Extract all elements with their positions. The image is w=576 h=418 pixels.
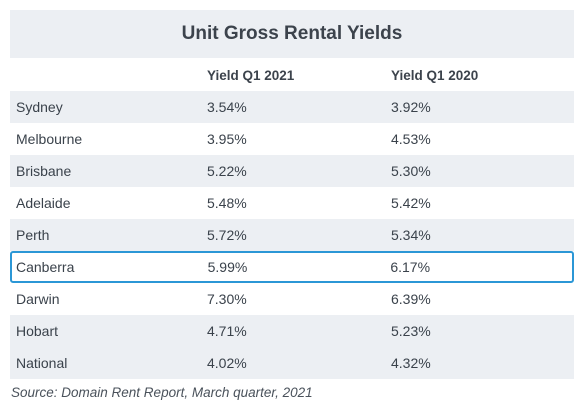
- city-cell: National: [16, 355, 68, 371]
- yield-2021-cell: 7.30%: [207, 291, 247, 307]
- yield-2020-cell: 5.30%: [391, 163, 431, 179]
- city-cell: Melbourne: [16, 131, 83, 147]
- yield-2021-cell: 4.71%: [207, 323, 247, 339]
- yield-2020-cell: 5.34%: [391, 227, 431, 243]
- table-row-perth: Perth 5.72% 5.34%: [10, 219, 574, 251]
- table-header-row: Yield Q1 2021 Yield Q1 2020: [10, 59, 574, 91]
- yield-2021-cell: 3.54%: [207, 99, 247, 115]
- yield-2021-cell: 5.72%: [207, 227, 247, 243]
- yield-2020-cell: 5.23%: [391, 323, 431, 339]
- yield-2020-cell: 6.39%: [391, 291, 431, 307]
- city-cell: Hobart: [16, 323, 59, 339]
- city-cell: Canberra: [16, 259, 75, 275]
- table-title: Unit Gross Rental Yields: [10, 10, 574, 58]
- city-cell: Sydney: [16, 99, 63, 115]
- yield-2020-cell: 6.17%: [390, 259, 431, 275]
- table-row-melbourne: Melbourne 3.95% 4.53%: [10, 123, 574, 155]
- header-yield-2021: Yield Q1 2021: [207, 67, 295, 83]
- city-cell: Brisbane: [16, 163, 72, 179]
- yield-2021-cell: 5.99%: [207, 259, 248, 275]
- yield-2021-cell: 5.48%: [207, 195, 247, 211]
- yield-2020-cell: 4.32%: [391, 355, 431, 371]
- table-row-adelaide: Adelaide 5.48% 5.42%: [10, 187, 574, 219]
- yield-2020-cell: 5.42%: [391, 195, 431, 211]
- table-row-brisbane: Brisbane 5.22% 5.30%: [10, 155, 574, 187]
- table-row-sydney: Sydney 3.54% 3.92%: [10, 91, 574, 123]
- header-yield-2020: Yield Q1 2020: [391, 67, 479, 83]
- yield-2020-cell: 4.53%: [391, 131, 431, 147]
- yield-2021-cell: 3.95%: [207, 131, 247, 147]
- table-row-hobart: Hobart 4.71% 5.23%: [10, 315, 574, 347]
- table-row-national: National 4.02% 4.32%: [10, 347, 574, 379]
- yield-2021-cell: 5.22%: [207, 163, 247, 179]
- source-caption: Source: Domain Rent Report, March quarte…: [11, 385, 313, 400]
- city-cell: Darwin: [16, 291, 60, 307]
- table-row-darwin: Darwin 7.30% 6.39%: [10, 283, 574, 315]
- rental-yields-table: Unit Gross Rental Yields Yield Q1 2021 Y…: [10, 10, 574, 379]
- city-cell: Adelaide: [16, 195, 71, 211]
- table-row-canberra-highlighted: Canberra 5.99% 6.17%: [10, 251, 574, 283]
- yield-2021-cell: 4.02%: [207, 355, 247, 371]
- yield-2020-cell: 3.92%: [391, 99, 431, 115]
- city-cell: Perth: [16, 227, 50, 243]
